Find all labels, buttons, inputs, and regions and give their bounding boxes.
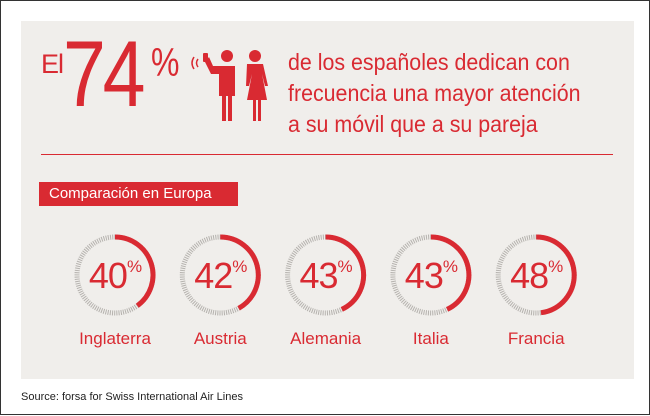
gauge-fill xyxy=(430,234,472,312)
gauge-italia xyxy=(390,234,472,316)
gauge-alemania xyxy=(285,234,367,316)
gauge-fill xyxy=(325,234,367,312)
source-note: Source: forsa for Swiss International Ai… xyxy=(21,391,243,403)
couple-with-phone-icon xyxy=(191,50,268,121)
gauge-label: Austria xyxy=(193,329,247,348)
gauge-value-unit: % xyxy=(232,257,247,276)
gauge-inglaterra xyxy=(74,234,156,316)
headline-line: frecuencia una mayor atención xyxy=(288,80,581,106)
gauge-value: 43% xyxy=(271,255,381,297)
gauge-value: 48% xyxy=(481,255,591,297)
gauge-value-number: 40 xyxy=(88,255,128,296)
headline-text: de los españoles dedican con frecuencia … xyxy=(288,47,581,140)
gauge-value-number: 43 xyxy=(299,255,339,296)
headline-line: a su móvil que a su pareja xyxy=(288,111,538,137)
gauge-value-number: 43 xyxy=(404,255,444,296)
gauge-value-number: 42 xyxy=(194,255,233,296)
gauge-value: 42% xyxy=(165,255,275,297)
gauge-value-unit: % xyxy=(548,257,563,276)
headline-value: 74 xyxy=(63,21,145,126)
divider xyxy=(41,154,613,155)
gauge-value-unit: % xyxy=(126,257,142,276)
section-title: Comparación en Europa xyxy=(39,182,238,206)
gauge-value: 40% xyxy=(60,255,170,297)
headline-line: de los españoles dedican con xyxy=(288,49,570,75)
headline-prefix: El xyxy=(41,49,64,79)
gauge-value-unit: % xyxy=(442,257,458,276)
gauge-label: Italia xyxy=(412,329,449,348)
gauge-fill xyxy=(536,234,577,316)
gauge-francia xyxy=(495,234,577,316)
gauge-label: Inglaterra xyxy=(79,329,151,348)
gauge-label: Francia xyxy=(507,329,565,348)
gauge-fill xyxy=(220,234,261,311)
gauge-austria xyxy=(179,234,261,316)
gauge-fill xyxy=(114,234,156,308)
gauge-value-unit: % xyxy=(337,257,353,276)
gauge-value-number: 48 xyxy=(510,255,549,296)
headline-unit: % xyxy=(151,41,180,85)
gauge-value: 43% xyxy=(376,255,486,297)
gauge-label: Alemania xyxy=(290,329,362,348)
